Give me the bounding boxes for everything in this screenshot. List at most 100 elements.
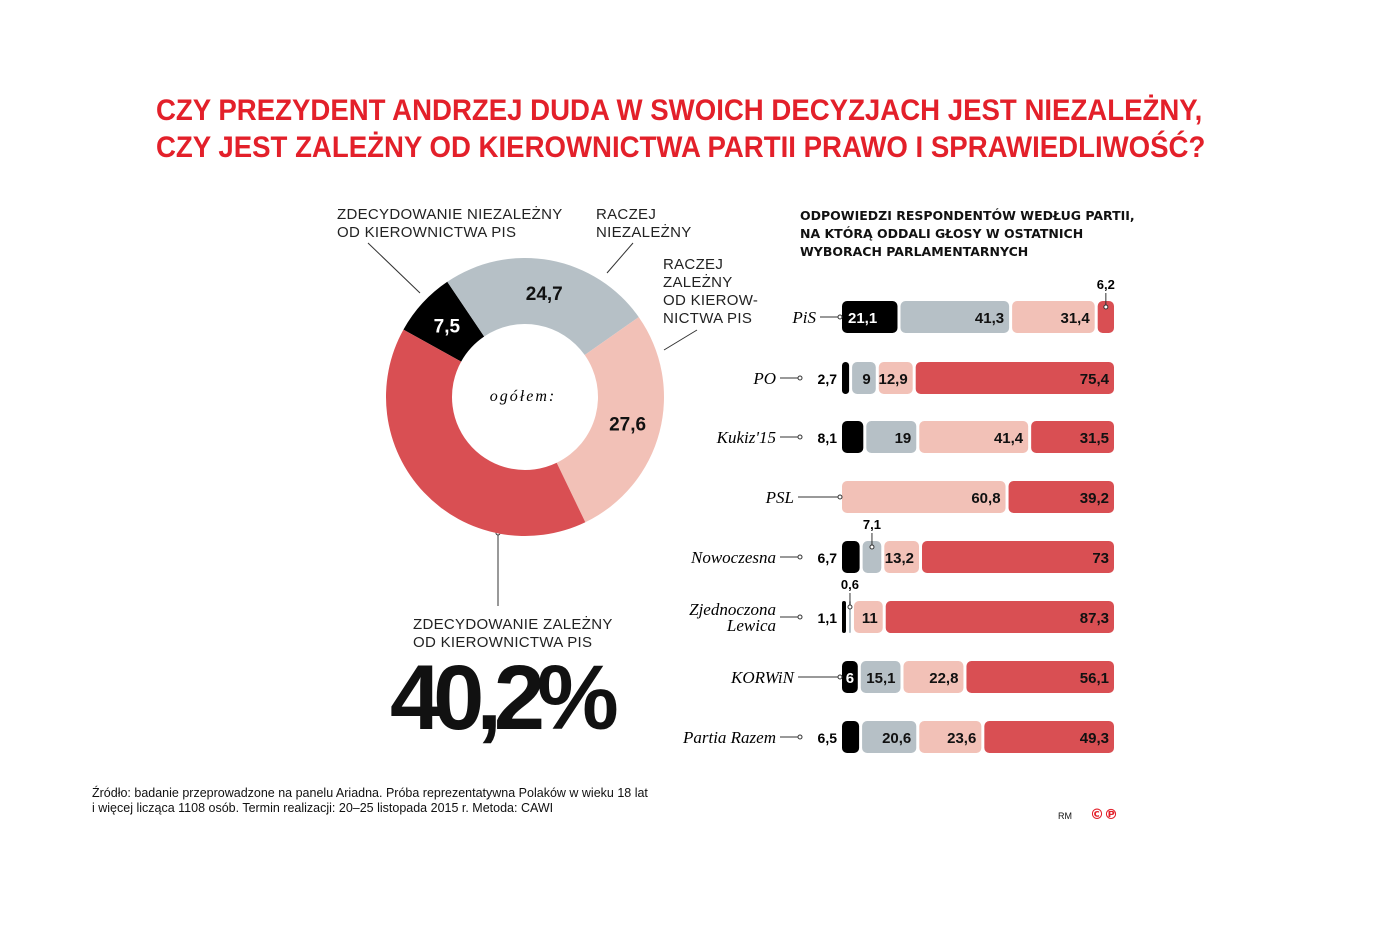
bar-value-label: 12,9 <box>878 371 907 388</box>
bar-value-label: 73 <box>1092 550 1109 567</box>
bar-value-label: 0,6 <box>841 577 859 592</box>
bar-value-label: 13,2 <box>885 550 914 567</box>
bar-value-label: 6,5 <box>818 730 838 746</box>
bar-value-label: 56,1 <box>1080 670 1109 687</box>
party-label: PSL <box>765 488 794 507</box>
bar-value-label: 21,1 <box>848 310 877 327</box>
bar-value-label: 1,1 <box>818 610 838 626</box>
bar-segment <box>842 421 864 453</box>
bar-segment <box>885 601 1114 633</box>
bar-segment <box>842 721 860 753</box>
title-line-1: CZY PREZYDENT ANDRZEJ DUDA W SWOICH DECY… <box>156 94 1203 127</box>
bar-value-label: 6,7 <box>818 550 838 566</box>
bar-chart-title: ODPOWIEDZI RESPONDENTÓW WEDŁUG PARTII, N… <box>800 208 1135 259</box>
bar-row: 6,7 7,1 13,2 73 Nowoczesna <box>690 517 1114 573</box>
bar-segment <box>860 661 901 693</box>
bar-segment <box>1012 301 1095 333</box>
party-label: Nowoczesna <box>690 548 776 567</box>
connector-dot <box>797 375 803 381</box>
author-initials: RM <box>1058 811 1072 821</box>
bar-row: 6 15,1 22,8 56,1 KORWiN <box>730 661 1114 693</box>
bar-value-label: 22,8 <box>929 670 958 687</box>
connector-dot <box>837 314 843 320</box>
bar-segment <box>852 362 876 394</box>
bar-segment <box>842 661 858 693</box>
party-label: Kukiz'15 <box>716 428 776 447</box>
bar-value-label: 19 <box>895 430 912 447</box>
bar-segment <box>878 362 913 394</box>
bar-segment <box>1031 421 1114 453</box>
bar-value-label: 87,3 <box>1080 610 1109 627</box>
bar-segment <box>853 601 883 633</box>
bar-value-label: 15,1 <box>866 670 895 687</box>
bar-row: 2,7 9 12,9 75,4 PO <box>752 362 1114 394</box>
bar-segment <box>842 601 846 633</box>
party-label: KORWiN <box>730 668 796 687</box>
bar-segment <box>922 541 1114 573</box>
copyright-logo: ©℗ <box>1090 807 1118 823</box>
party-label: Lewica <box>726 616 776 635</box>
bar-value-label: 39,2 <box>1080 490 1109 507</box>
bar-value-label: 7,1 <box>863 517 881 532</box>
connector-dot <box>797 434 803 440</box>
bar-segment <box>900 301 1010 333</box>
bar-segment <box>1097 301 1114 333</box>
connector-dot <box>797 554 803 560</box>
bar-segment <box>842 481 1006 513</box>
connector-dot <box>797 734 803 740</box>
bar-value-label: 6 <box>846 670 854 687</box>
bar-segment <box>903 661 964 693</box>
party-label: PO <box>752 369 776 388</box>
bar-segment <box>919 721 982 753</box>
bar-value-label: 23,6 <box>947 730 976 747</box>
source-note: Źródło: badanie przeprowadzone na panelu… <box>92 786 648 815</box>
bar-value-label: 11 <box>862 610 878 627</box>
bar-segment <box>866 421 917 453</box>
bar-value-label: 41,4 <box>994 430 1024 447</box>
bar-segment <box>842 301 898 333</box>
bar-segment <box>842 541 860 573</box>
bar-row: 6,5 20,6 23,6 49,3 Partia Razem <box>682 721 1114 753</box>
bar-value-label: 31,5 <box>1080 430 1109 447</box>
bar-value-label: 31,4 <box>1060 310 1090 327</box>
label-zdecydowanie-niezalezny: ZDECYDOWANIE NIEZALEŻNY OD KIEROWNICTWA … <box>337 206 563 241</box>
bar-value-label: 49,3 <box>1080 730 1109 747</box>
bar-value-label: 60,8 <box>971 490 1000 507</box>
bar-segment <box>842 362 850 394</box>
party-label: Partia Razem <box>682 728 776 747</box>
label-zdecydowanie-zalezny: ZDECYDOWANIE ZALEŻNY OD KIEROWNICTWA PIS <box>413 616 613 651</box>
bar-value-label: 9 <box>862 371 870 388</box>
bar-segment <box>862 541 882 573</box>
bar-value-label: 8,1 <box>818 430 838 446</box>
bar-segment <box>919 421 1029 453</box>
title-line-2: CZY JEST ZALEŻNY OD KIEROWNICTWA PARTII … <box>156 131 1206 164</box>
big-percentage: 40,2% <box>390 647 619 749</box>
page-title: CZY PREZYDENT ANDRZEJ DUDA W SWOICH DECY… <box>156 92 1205 166</box>
bar-value-label: 2,7 <box>818 371 838 387</box>
bar-value-label: 75,4 <box>1080 371 1110 388</box>
bar-value-label: 41,3 <box>975 310 1004 327</box>
bar-segment <box>1008 481 1114 513</box>
bar-segment <box>884 541 920 573</box>
bar-segment <box>966 661 1114 693</box>
bar-row: 21,1 41,3 31,4 6,2 PiS <box>791 277 1115 333</box>
label-raczej-zalezny: RACZEJ ZALEŻNY OD KIEROW- NICTWA PIS <box>663 256 759 327</box>
connector-dot <box>837 494 843 500</box>
bar-row: 60,8 39,2 PSL <box>765 481 1114 513</box>
bar-row: 8,1 19 41,4 31,5 Kukiz'15 <box>716 421 1114 453</box>
connector-dot <box>837 674 843 680</box>
leader-dot <box>869 544 875 550</box>
connector-dot <box>797 614 803 620</box>
leader-dot <box>1103 304 1109 310</box>
party-label: Zjednoczona <box>689 600 776 619</box>
bar-segment <box>862 721 917 753</box>
leader-dot <box>847 604 853 610</box>
label-raczej-niezalezny: RACZEJ NIEZALEŻNY <box>596 206 692 241</box>
bar-value-label: 6,2 <box>1097 277 1115 292</box>
bar-segment <box>984 721 1114 753</box>
bar-value-label: 20,6 <box>882 730 911 747</box>
bar-segment <box>915 362 1114 394</box>
